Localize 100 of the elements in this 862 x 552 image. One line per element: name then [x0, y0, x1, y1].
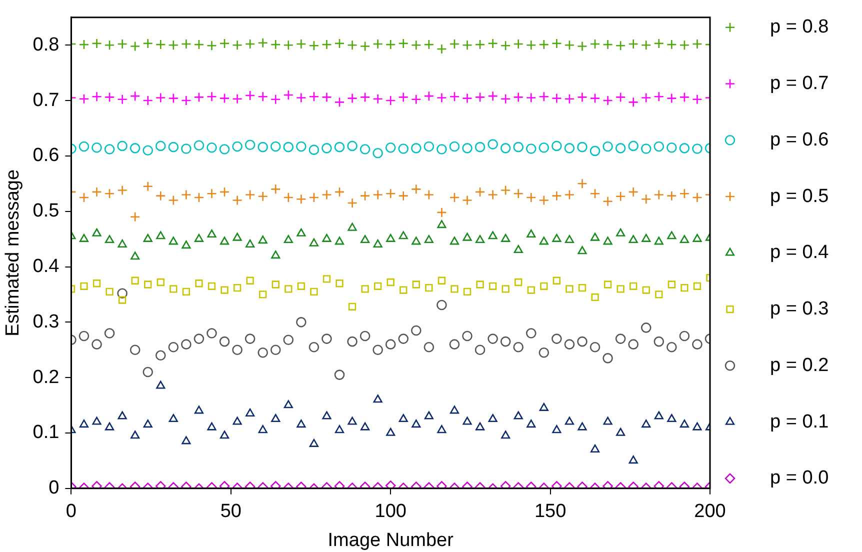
- point: [142, 145, 154, 156]
- point: [566, 285, 574, 293]
- point: [526, 40, 536, 50]
- point: [616, 228, 626, 236]
- legend-label: p = 0.2: [770, 354, 829, 376]
- point: [400, 286, 408, 294]
- point: [334, 425, 344, 434]
- point: [78, 94, 90, 104]
- point: [590, 188, 600, 199]
- point: [155, 39, 166, 50]
- point: [514, 411, 523, 420]
- point: [449, 339, 460, 350]
- point: [232, 344, 242, 356]
- point: [398, 334, 409, 344]
- point: [488, 414, 498, 422]
- point: [577, 41, 588, 52]
- point: [692, 422, 702, 430]
- x-axis-title: Image Number: [328, 530, 454, 551]
- point: [130, 430, 140, 439]
- y-tick-label: 0.5: [32, 200, 60, 222]
- point: [360, 41, 370, 52]
- point: [603, 236, 612, 245]
- point: [322, 275, 331, 283]
- point: [640, 322, 652, 333]
- point: [155, 92, 166, 103]
- point: [436, 44, 447, 54]
- point: [258, 142, 268, 152]
- point: [450, 406, 460, 414]
- point: [284, 285, 292, 293]
- point: [654, 38, 664, 49]
- point: [436, 144, 447, 154]
- point: [79, 234, 89, 242]
- point: [168, 195, 179, 206]
- point: [194, 39, 204, 50]
- point: [131, 276, 139, 284]
- y-tick-label: 0.8: [32, 34, 60, 56]
- point: [474, 142, 486, 152]
- point: [488, 282, 497, 290]
- point: [692, 234, 702, 242]
- point: [309, 238, 318, 246]
- point: [602, 141, 613, 152]
- point: [360, 144, 370, 154]
- point: [578, 422, 587, 430]
- point: [258, 91, 268, 102]
- legend-label: p = 0.6: [770, 129, 829, 150]
- point: [667, 414, 676, 422]
- point: [385, 95, 396, 106]
- point: [385, 142, 396, 153]
- point: [513, 342, 524, 352]
- point: [372, 148, 383, 158]
- point: [284, 400, 293, 408]
- point: [309, 438, 318, 447]
- point: [398, 231, 408, 240]
- point: [552, 234, 562, 242]
- point: [296, 141, 306, 152]
- point: [283, 40, 294, 50]
- point: [602, 196, 613, 207]
- point: [564, 143, 575, 154]
- point: [692, 94, 702, 105]
- point: [92, 142, 102, 153]
- point: [92, 91, 102, 102]
- point: [347, 40, 358, 50]
- point: [374, 282, 382, 290]
- point: [156, 278, 164, 286]
- point: [412, 236, 421, 245]
- point: [155, 190, 166, 201]
- point: [411, 325, 422, 336]
- point: [142, 181, 154, 192]
- point: [680, 284, 688, 292]
- point: [219, 336, 230, 347]
- point: [642, 234, 651, 242]
- point: [310, 288, 318, 296]
- point: [348, 302, 356, 310]
- point: [258, 425, 268, 434]
- point: [640, 194, 652, 204]
- point: [603, 416, 612, 425]
- point: [182, 240, 191, 249]
- point: [80, 282, 88, 290]
- point: [552, 334, 562, 344]
- point: [130, 344, 140, 356]
- point: [130, 90, 140, 102]
- point: [334, 38, 345, 49]
- point: [232, 416, 242, 425]
- point: [654, 190, 664, 200]
- point: [475, 422, 485, 430]
- point: [680, 420, 689, 428]
- point: [577, 336, 588, 347]
- point: [194, 192, 204, 203]
- point: [258, 38, 268, 48]
- point: [284, 235, 293, 244]
- point: [246, 408, 255, 416]
- point: [92, 339, 102, 350]
- point: [258, 191, 268, 202]
- point: [130, 212, 140, 222]
- point: [692, 192, 702, 203]
- point: [130, 252, 140, 260]
- point: [78, 39, 90, 50]
- point: [194, 140, 204, 151]
- point: [640, 40, 652, 50]
- point: [155, 140, 166, 152]
